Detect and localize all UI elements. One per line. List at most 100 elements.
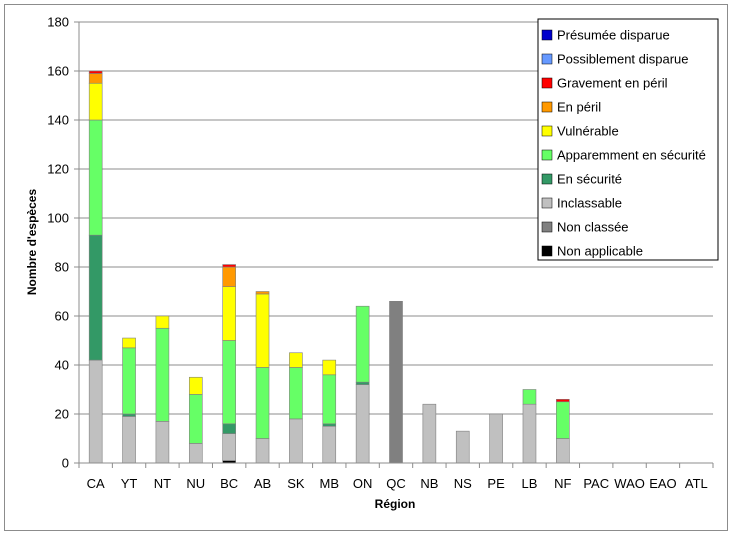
bar-segment-BC-4 <box>222 340 236 425</box>
x-axis-title: Région <box>375 497 416 511</box>
bar-segment-YT-2 <box>122 416 136 464</box>
bar-segment-NU-2 <box>188 443 203 464</box>
x-tick-label: AB <box>254 476 271 491</box>
legend-swatch-9 <box>541 245 553 257</box>
legend-swatch-2 <box>541 77 553 89</box>
bar-segment-NT-5 <box>155 315 170 329</box>
y-tick-label: 60 <box>55 309 69 324</box>
legend-label: Gravement en péril <box>557 76 668 91</box>
legend-label: Non classée <box>557 220 629 235</box>
bar-segment-AB-5 <box>255 293 270 368</box>
bar-segment-NU-4 <box>188 394 203 444</box>
x-tick-label: NT <box>154 476 171 491</box>
bar-segment-LB-4 <box>522 389 537 405</box>
y-tick-label: 80 <box>55 260 69 275</box>
y-tick-label: 0 <box>62 456 69 471</box>
x-tick-label: YT <box>121 476 138 491</box>
x-tick-label: NB <box>420 476 438 491</box>
bar-segment-BC-2 <box>222 433 236 461</box>
legend-label: Possiblement disparue <box>557 52 689 67</box>
bars <box>88 70 570 464</box>
x-tick-label: NU <box>186 476 205 491</box>
bar-segment-AB-6 <box>255 291 270 295</box>
bar-segment-BC-7 <box>222 264 236 268</box>
legend-swatch-0 <box>541 29 553 41</box>
x-tick-label: WAO <box>614 476 645 491</box>
bar-segment-NT-4 <box>155 327 170 422</box>
legend-swatch-5 <box>541 149 553 161</box>
bar-segment-AB-2 <box>255 438 270 464</box>
legend-label: Non applicable <box>557 244 643 259</box>
bar-segment-CA-4 <box>88 119 103 236</box>
legend-label: Inclassable <box>557 196 622 211</box>
bar-segment-AB-4 <box>255 367 270 439</box>
bar-segment-NB-2 <box>422 403 437 464</box>
bar-segment-NF-4 <box>556 401 570 439</box>
x-tick-label: NF <box>554 476 571 491</box>
legend-swatch-1 <box>541 53 553 65</box>
bar-segment-MB-4 <box>322 374 337 425</box>
legend: Présumée disparue Possiblement disparue Gr… <box>537 18 719 261</box>
bar-segment-SK-4 <box>289 367 303 420</box>
x-tick-label: CA <box>87 476 105 491</box>
legend-swatch-4 <box>541 125 553 137</box>
bar-segment-QC-1 <box>389 300 403 464</box>
legend-label: Apparemment en sécurité <box>557 148 706 163</box>
bar-segment-CA-5 <box>88 82 103 121</box>
chart-frame <box>4 4 728 531</box>
bar-segment-MB-2 <box>322 425 337 464</box>
bar-segment-BC-3 <box>222 423 236 434</box>
y-tick-label: 20 <box>55 407 69 422</box>
bar-segment-NS-2 <box>455 430 470 464</box>
bar-segment-NU-5 <box>188 376 203 395</box>
x-tick-label: LB <box>522 476 538 491</box>
axes <box>74 21 714 468</box>
legend-label: Présumée disparue <box>557 28 670 43</box>
x-tick-label: ATL <box>685 476 708 491</box>
bar-segment-NT-2 <box>155 421 170 464</box>
y-tick-label: 40 <box>55 358 69 373</box>
x-tick-label: BC <box>220 476 238 491</box>
bar-segment-YT-4 <box>122 347 136 415</box>
y-tick-label: 120 <box>47 162 69 177</box>
legend-label: En péril <box>557 100 601 115</box>
y-tick-labels: 0 20 40 60 80 100 120 140 160 180 <box>47 15 69 471</box>
bar-segment-ON-3 <box>355 381 370 385</box>
bar-segment-ON-4 <box>355 305 370 383</box>
x-tick-label: MB <box>320 476 340 491</box>
x-tick-label: NS <box>454 476 472 491</box>
legend-swatch-7 <box>541 197 553 209</box>
x-tick-label: PAC <box>583 476 609 491</box>
y-axis-title: Nombre d'espèces <box>25 189 39 296</box>
y-tick-label: 100 <box>47 211 69 226</box>
legend-label: Vulnérable <box>557 124 619 139</box>
legend-box <box>537 18 719 261</box>
x-tick-label: EAO <box>649 476 676 491</box>
bar-segment-CA-7 <box>88 70 103 74</box>
y-tick-label: 160 <box>47 64 69 79</box>
y-tick-label: 180 <box>47 15 69 30</box>
bar-segment-YT-5 <box>122 337 136 349</box>
legend-label: En sécurité <box>557 172 622 187</box>
bar-segment-PE-2 <box>489 413 503 464</box>
legend-swatch-3 <box>541 101 553 113</box>
legend-swatch-8 <box>541 221 553 233</box>
y-tick-label: 140 <box>47 113 69 128</box>
bar-segment-YT-3 <box>122 413 136 417</box>
x-tick-label: PE <box>487 476 505 491</box>
x-tick-label: SK <box>287 476 305 491</box>
legend-swatch-6 <box>541 173 553 185</box>
bar-segment-CA-6 <box>88 73 103 84</box>
bar-segment-MB-5 <box>322 359 337 376</box>
x-tick-labels: CA YT NT NU BC AB SK MB ON QC NB NS PE LB NF PAC WAO EAO A… <box>87 476 708 491</box>
bar-segment-NF-7 <box>556 398 570 403</box>
bar-segment-BC-5 <box>222 286 236 341</box>
bar-segment-MB-3 <box>322 423 337 427</box>
x-tick-label: QC <box>386 476 406 491</box>
bar-segment-CA-2 <box>88 359 103 464</box>
bar-segment-SK-5 <box>289 352 303 368</box>
bar-segment-NF-2 <box>556 438 570 464</box>
bar-segment-LB-2 <box>522 403 537 464</box>
x-tick-label: ON <box>353 476 373 491</box>
